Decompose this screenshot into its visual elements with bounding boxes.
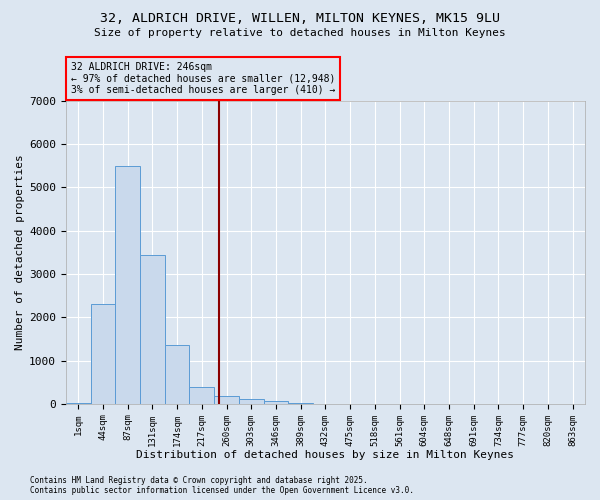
Bar — [263, 402, 289, 404]
Bar — [115, 166, 140, 404]
Bar — [66, 403, 91, 404]
Y-axis label: Number of detached properties: Number of detached properties — [15, 154, 25, 350]
Bar — [214, 396, 239, 404]
Bar — [190, 386, 214, 404]
X-axis label: Distribution of detached houses by size in Milton Keynes: Distribution of detached houses by size … — [136, 450, 514, 460]
Text: Contains HM Land Registry data © Crown copyright and database right 2025.
Contai: Contains HM Land Registry data © Crown c… — [30, 476, 414, 495]
Text: Size of property relative to detached houses in Milton Keynes: Size of property relative to detached ho… — [94, 28, 506, 38]
Bar — [239, 399, 263, 404]
Text: 32 ALDRICH DRIVE: 246sqm
← 97% of detached houses are smaller (12,948)
3% of sem: 32 ALDRICH DRIVE: 246sqm ← 97% of detach… — [71, 62, 335, 95]
Text: 32, ALDRICH DRIVE, WILLEN, MILTON KEYNES, MK15 9LU: 32, ALDRICH DRIVE, WILLEN, MILTON KEYNES… — [100, 12, 500, 26]
Bar — [140, 254, 165, 404]
Bar — [91, 304, 115, 404]
Bar — [165, 346, 190, 404]
